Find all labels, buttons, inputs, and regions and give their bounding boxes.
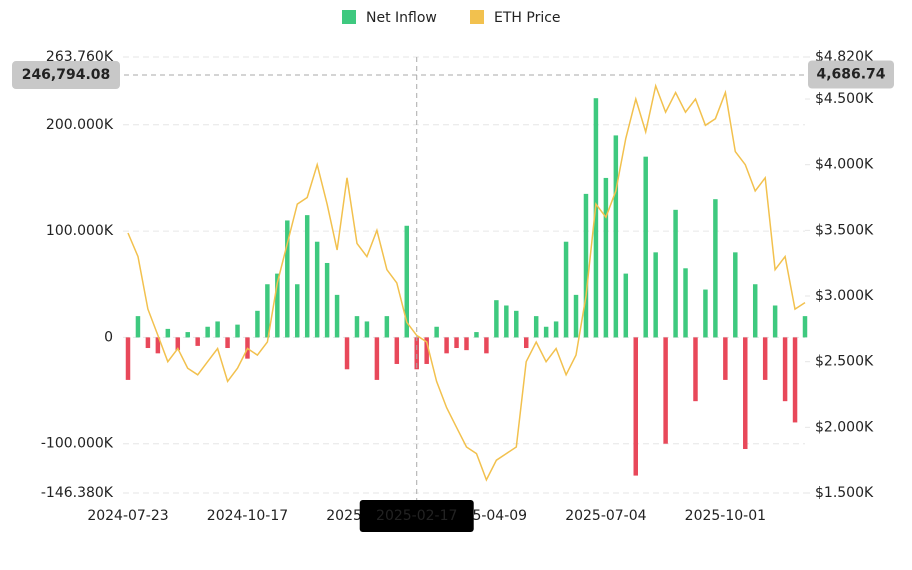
inflow-bar — [613, 135, 619, 338]
inflow-bar — [145, 337, 151, 349]
inflow-bar — [314, 241, 320, 338]
y2-tick-label: $2.500K — [815, 354, 874, 370]
inflow-bar — [713, 199, 718, 338]
y-tick-label: 0 — [104, 329, 113, 345]
crosshair-x-box — [359, 500, 474, 532]
inflow-bar — [663, 337, 668, 444]
x-tick-label: 2025-10-01 — [685, 508, 766, 524]
inflow-bar — [255, 310, 260, 338]
inflow-bar — [693, 337, 698, 402]
inflow-bar — [414, 337, 419, 370]
y2-tick-label: $3.000K — [815, 288, 874, 304]
inflow-bar — [504, 305, 509, 338]
inflow-bar — [225, 337, 230, 349]
inflow-bar — [125, 337, 131, 380]
inflow-bar — [484, 337, 489, 354]
inflow-bar — [215, 321, 220, 338]
inflow-bar — [553, 321, 559, 338]
inflow-bar — [354, 316, 360, 338]
inflow-bar — [494, 300, 499, 338]
inflow-bar — [752, 284, 758, 338]
y-tick-label: -146.380K — [41, 485, 114, 501]
inflow-bar — [175, 337, 181, 351]
inflow-bar — [404, 225, 410, 338]
inflow-bar — [802, 316, 808, 338]
x-tick-label: 2024-07-23 — [87, 508, 168, 524]
price-line — [127, 83, 806, 482]
inflow-bar — [424, 337, 429, 364]
inflow-bar — [444, 337, 449, 354]
legend-label[interactable]: Net Inflow — [366, 10, 437, 26]
inflow-bar — [573, 294, 579, 338]
inflow-bar — [633, 337, 638, 476]
y2-tick-label: $2.000K — [815, 419, 874, 435]
y-tick-label: 263.760K — [46, 49, 114, 65]
inflow-bar — [205, 326, 210, 338]
inflow-bar — [643, 156, 648, 338]
inflow-bar — [344, 337, 350, 370]
inflow-bar — [295, 284, 300, 338]
inflow-bar — [772, 305, 778, 338]
inflow-bar — [155, 337, 161, 354]
inflow-bar — [265, 284, 270, 338]
inflow-bar — [703, 289, 708, 338]
legend-label[interactable]: ETH Price — [494, 10, 561, 26]
y-tick-label: -100.000K — [41, 436, 114, 452]
inflow-bar — [474, 332, 479, 338]
inflow-bar — [334, 294, 340, 338]
inflow-bar — [792, 337, 798, 423]
inflow-bar — [523, 337, 529, 349]
legend-swatch[interactable] — [470, 10, 484, 24]
inflow-bar — [394, 337, 400, 364]
y-tick-label: 100.000K — [46, 223, 114, 239]
legend-swatch[interactable] — [342, 10, 356, 24]
inflow-bar — [673, 209, 678, 338]
inflow-bar — [514, 310, 519, 338]
inflow-bar — [593, 98, 599, 338]
crosshair-y-label: 246,794.08 — [22, 67, 111, 83]
inflow-bar — [782, 337, 788, 402]
inflow-bar — [563, 241, 569, 338]
inflow-bar — [543, 326, 549, 338]
inflow-bar — [135, 316, 141, 338]
crosshair-x-label: 2025-02-17 — [376, 508, 457, 524]
crosshair-y-box — [12, 61, 120, 90]
inflow-bar — [364, 321, 370, 338]
inflow-bar — [285, 220, 290, 338]
inflow-bar — [324, 262, 330, 338]
crosshair-y2-box — [808, 60, 894, 89]
y-tick-label: 200.000K — [46, 117, 114, 133]
x-tick-label: 2025-07-04 — [565, 508, 646, 524]
inflow-bar — [683, 268, 688, 338]
y2-tick-label: $4.000K — [815, 157, 874, 173]
crosshair-y2-label: 4,686.74 — [816, 67, 885, 83]
inflow-bar — [723, 337, 728, 380]
inflow-bar — [454, 337, 459, 349]
inflow-bar — [275, 273, 280, 338]
y2-tick-label: $3.500K — [815, 222, 874, 238]
x-tick-label: 2024-10-17 — [207, 508, 288, 524]
inflow-bar — [384, 316, 390, 338]
inflow-bar — [743, 337, 748, 450]
inflow-bar — [235, 324, 240, 338]
y2-tick-label: $4.500K — [815, 91, 874, 107]
inflow-bar — [374, 337, 380, 380]
y2-tick-label: $1.500K — [815, 485, 874, 501]
inflow-bar — [464, 337, 469, 351]
inflow-bar — [185, 332, 190, 338]
inflow-bar — [165, 328, 171, 338]
inflow-bar — [653, 252, 658, 338]
inflow-bar — [623, 273, 629, 338]
inflow-bar — [434, 326, 439, 338]
inflow-bar — [762, 337, 768, 380]
inflow-bar — [603, 177, 609, 338]
inflow-bar — [304, 215, 310, 338]
inflow-bar — [733, 252, 738, 338]
inflow-bar — [195, 337, 200, 346]
inflow-bar — [583, 193, 589, 338]
inflow-bar — [533, 316, 539, 338]
